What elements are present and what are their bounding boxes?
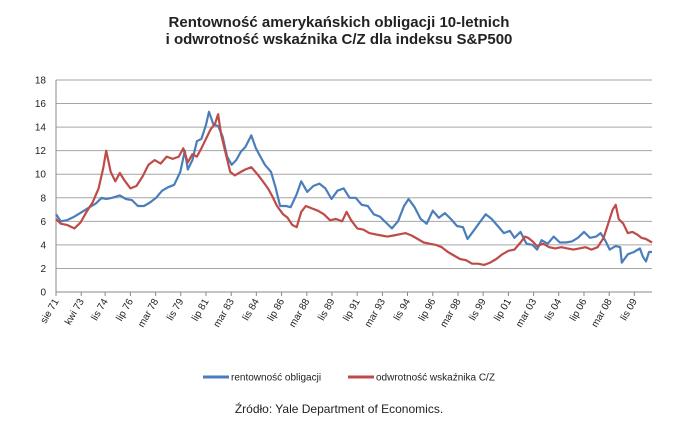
y-tick-label: 2 [40, 264, 46, 275]
gridlines [56, 79, 652, 293]
chart-title-line-2: i odwrotność wskaźnika C/Z dla indeksu S… [165, 31, 513, 48]
x-tick-label: lis 99 [468, 297, 489, 323]
y-tick-label: 6 [40, 217, 46, 228]
series-lines [55, 110, 653, 266]
x-tick-label: mar 93 [363, 297, 388, 330]
x-tick-label: lip 91 [341, 297, 363, 324]
legend-label-2: odwrotność wskaźnika C/Z [376, 373, 495, 384]
x-tick-label: mar 08 [590, 297, 615, 330]
x-tick-label: lip 06 [568, 297, 590, 324]
y-tick-label: 4 [40, 240, 46, 251]
legend-label-1: rentowność obligacji [231, 373, 321, 384]
y-tick-label: 18 [35, 76, 47, 87]
chart-title: Rentowność amerykańskich obligacji 10-le… [0, 14, 678, 48]
y-axis-ticks: 0 2 4 6 8 10 12 14 16 18 [35, 76, 47, 299]
x-tick-label: lip 81 [190, 297, 212, 324]
x-tick-label: lis 89 [316, 297, 337, 323]
x-tick-label: mar 83 [212, 297, 237, 330]
x-tick-label: mar 78 [136, 297, 161, 330]
x-tick-label: lis 04 [543, 297, 564, 323]
x-tick-label: lip 76 [115, 297, 137, 324]
x-tick-label: lip 96 [417, 297, 439, 324]
x-tick-label: lip 01 [492, 297, 514, 324]
series-line-2 [55, 113, 653, 266]
y-tick-label: 16 [35, 99, 47, 110]
x-tick-label: kwi 73 [63, 297, 87, 327]
chart-title-line-1: Rentowność amerykańskich obligacji 10-le… [168, 14, 510, 31]
x-tick-label: lis 84 [241, 297, 262, 323]
x-tick-label: lis 74 [90, 297, 111, 323]
x-tick-label: mar 98 [439, 297, 464, 330]
x-tick-label: sie 71 [39, 297, 62, 326]
y-tick-label: 8 [40, 193, 46, 204]
y-tick-label: 10 [35, 170, 47, 181]
legend: rentowność obligacji odwrotność wskaźnika… [203, 373, 495, 384]
x-tick-label: lip 86 [266, 297, 288, 324]
x-tick-label: lis 09 [619, 297, 640, 323]
y-tick-label: 0 [40, 288, 46, 299]
x-tick-label: lis 94 [392, 297, 413, 323]
x-tick-label: mar 88 [287, 297, 312, 330]
y-tick-label: 12 [35, 146, 47, 157]
x-tick-label: lis 79 [165, 297, 186, 323]
series-line-1 [55, 110, 652, 264]
y-tick-label: 14 [35, 123, 47, 134]
x-tick-label: mar 03 [514, 297, 539, 330]
source-note: Źródło: Yale Department of Economics. [234, 402, 444, 416]
